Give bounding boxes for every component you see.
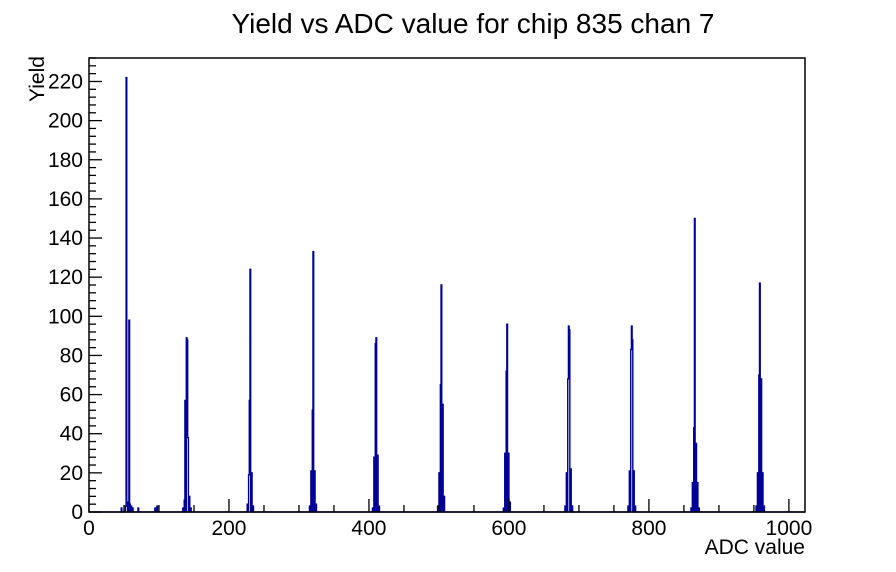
y-tick-label: 0 (71, 501, 83, 524)
y-tick-label: 200 (48, 110, 83, 133)
histogram-line (89, 76, 805, 513)
x-tick-label: 0 (83, 517, 95, 540)
y-tick-label: 100 (48, 305, 83, 328)
chart-title: Yield vs ADC value for chip 835 chan 7 (231, 8, 715, 39)
x-tick-label: 200 (211, 517, 246, 540)
y-tick-label: 140 (48, 227, 83, 250)
x-axis-title: ADC value (704, 536, 805, 559)
x-tick-label: 800 (631, 517, 666, 540)
x-tick-label: 1000 (766, 517, 813, 540)
y-tick-label: 120 (48, 266, 83, 289)
y-tick-label: 20 (60, 462, 83, 485)
y-tick-label: 180 (48, 149, 83, 172)
y-tick-label: 80 (60, 344, 83, 367)
y-tick-label: 60 (60, 384, 83, 407)
x-tick-label: 600 (491, 517, 526, 540)
y-tick-label: 40 (60, 423, 83, 446)
y-tick-label: 160 (48, 188, 83, 211)
x-tick-label: 400 (351, 517, 386, 540)
plot-frame (88, 57, 806, 513)
y-tick-label: 220 (48, 70, 83, 93)
